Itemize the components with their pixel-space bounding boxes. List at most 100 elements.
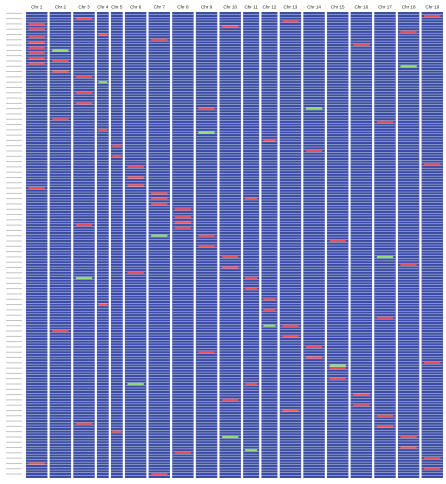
red-segment	[75, 75, 93, 78]
red-segment	[400, 446, 417, 449]
red-segment	[28, 51, 45, 55]
column-label: Chr 2	[55, 5, 67, 10]
red-segment	[28, 41, 45, 44]
red-segment	[151, 197, 168, 200]
red-segment	[52, 329, 69, 333]
green-segment	[245, 449, 258, 452]
chromosome-panels	[26, 12, 443, 478]
red-segment	[353, 44, 370, 47]
red-segment	[112, 430, 122, 433]
chromosome-panel	[195, 12, 218, 478]
column-label: Chr 13	[284, 5, 298, 10]
chromosome-panel	[96, 12, 109, 478]
row-labels	[6, 12, 22, 475]
red-segment	[98, 128, 108, 131]
red-segment	[263, 308, 276, 311]
column-label: Chr 15	[331, 5, 345, 10]
chromosome-panel	[397, 12, 420, 478]
red-segment	[28, 46, 45, 49]
column-label: Chr 3	[78, 5, 90, 10]
red-segment	[174, 221, 192, 224]
red-segment	[98, 303, 108, 306]
chromosome-panel	[110, 12, 123, 478]
column-labels: Chr 1 Chr 2 Chr 3 Chr 4 Chr 5 Chr 6 Chr 7 Chr 8…	[31, 5, 440, 10]
red-segment	[282, 20, 299, 23]
chromosome-panel	[326, 12, 349, 478]
red-segment	[174, 208, 192, 211]
red-segment	[245, 382, 258, 386]
chromosome-panel	[243, 12, 260, 478]
red-segment	[400, 30, 417, 33]
red-segment	[151, 202, 168, 206]
green-segment	[151, 234, 168, 237]
column-label: Chr 18	[402, 5, 416, 10]
column-label: Chr 12	[263, 5, 277, 10]
red-segment	[151, 38, 168, 41]
green-segment	[376, 255, 394, 258]
red-segment	[245, 287, 258, 290]
red-segment	[376, 425, 394, 428]
red-segment	[75, 17, 93, 20]
red-segment	[282, 409, 299, 412]
red-segment	[28, 462, 45, 465]
red-segment	[305, 149, 323, 153]
red-segment	[151, 472, 168, 476]
red-segment	[198, 234, 215, 237]
chromosome-panel	[124, 12, 147, 478]
red-segment	[75, 91, 93, 94]
red-segment	[305, 345, 323, 348]
column-label: Chr 1	[31, 5, 43, 10]
red-segment	[353, 393, 370, 396]
column-label: Chr 5	[111, 5, 123, 10]
column-label: Chr 11	[244, 5, 258, 10]
red-segment	[98, 33, 108, 36]
green-segment	[305, 107, 323, 110]
green-segment	[127, 382, 144, 386]
green-segment	[329, 364, 346, 367]
red-segment	[400, 263, 417, 266]
red-segment	[52, 59, 69, 63]
chromosome-panel	[172, 12, 194, 478]
segments	[28, 14, 441, 476]
chromosome-panel	[261, 12, 278, 478]
red-segment	[282, 335, 299, 338]
column-label: Chr 10	[223, 5, 237, 10]
column-label: Chr 9	[201, 5, 213, 10]
red-segment	[222, 255, 239, 258]
chromosome-panel	[279, 12, 302, 478]
column-label: Chr 19	[425, 5, 439, 10]
red-segment	[198, 245, 215, 248]
red-segment	[282, 324, 299, 327]
green-segment	[198, 131, 215, 134]
red-segment	[329, 239, 346, 243]
green-segment	[98, 81, 108, 84]
red-segment	[127, 176, 144, 179]
red-segment	[329, 367, 346, 370]
red-segment	[127, 165, 144, 168]
chromosome-panel	[374, 12, 396, 478]
chromosome-panel	[49, 12, 72, 478]
red-segment	[424, 457, 441, 460]
red-segment	[263, 139, 276, 142]
red-segment	[222, 398, 239, 401]
red-segment	[28, 187, 45, 190]
chromosome-panel	[303, 12, 325, 478]
chromosome-panel	[148, 12, 171, 478]
red-segment	[400, 435, 417, 439]
column-label: Chr 4	[97, 5, 109, 10]
column-label: Chr 7	[154, 5, 166, 10]
red-segment	[127, 184, 144, 187]
red-segment	[305, 356, 323, 359]
red-segment	[198, 351, 215, 354]
green-segment	[52, 49, 69, 52]
red-segment	[52, 70, 69, 73]
column-label: Chr 8	[177, 5, 189, 10]
chromosome-panel	[73, 12, 95, 478]
red-segment	[198, 107, 215, 110]
chromosome-panel	[421, 12, 443, 478]
column-label: Chr 17	[378, 5, 392, 10]
red-segment	[353, 404, 370, 407]
red-segment	[424, 467, 441, 470]
red-segment	[75, 224, 93, 227]
